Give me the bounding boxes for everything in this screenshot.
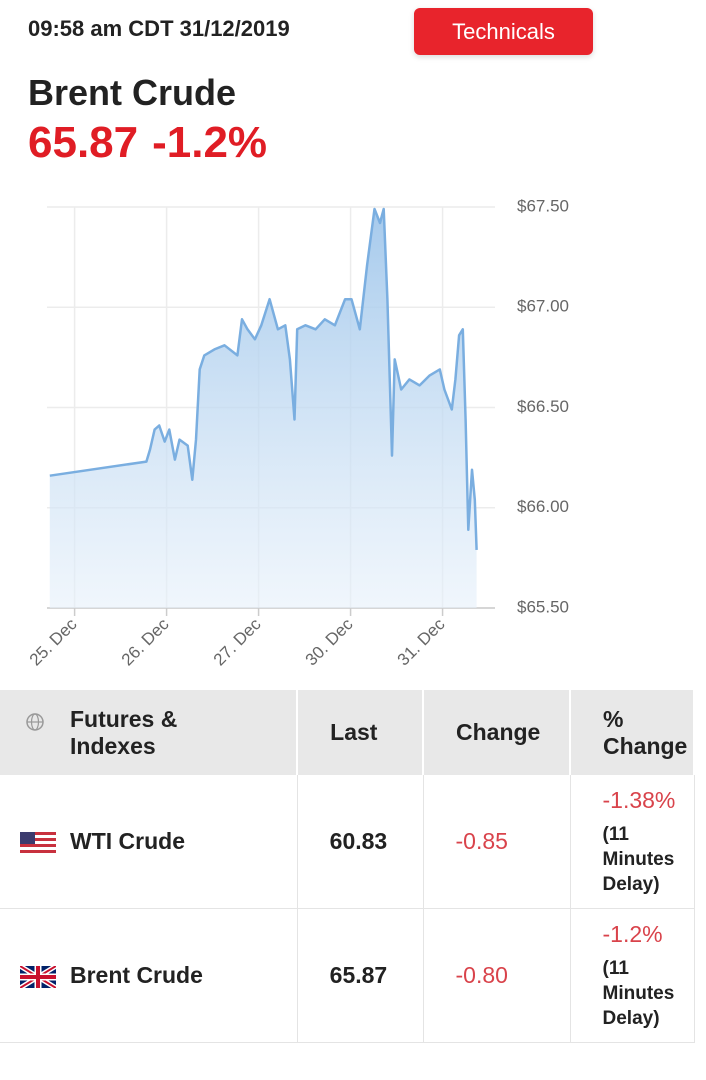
header-text: % Change — [603, 705, 688, 759]
pct-cell: -1.38% (11 Minutes Delay) — [570, 775, 695, 909]
x-tick-label: 26. Dec — [118, 614, 173, 669]
us-flag — [20, 831, 56, 854]
table-row: WTI Crude 60.83 -0.85 -1.38% (11 Minutes … — [0, 775, 695, 909]
change-cell: -0.80 — [423, 908, 571, 1043]
change-cell: -0.85 — [423, 775, 571, 909]
x-tick-label: 30. Dec — [302, 614, 357, 669]
price: 65.87 — [28, 118, 139, 167]
table-row: Brent Crude 65.87 -0.80 -1.2% (11 Minutes… — [0, 908, 695, 1043]
futures-table: Futures & Indexes Last Change % Change W… — [0, 690, 695, 1043]
delay-note: (11 Minutes Delay) — [602, 823, 675, 895]
x-tick-label: 25. Dec — [26, 614, 81, 669]
pct-change: -1.2% — [602, 920, 663, 947]
uk-flag — [20, 965, 56, 988]
pct-change: -1.38% — [602, 786, 676, 813]
globe-icon — [26, 713, 44, 731]
last-cell: 60.83 — [297, 775, 424, 909]
y-tick-label: $66.50 — [517, 397, 569, 416]
timestamp: 09:58 am CDT 31/12/2019 — [28, 16, 290, 41]
header-cell: Futures & Indexes — [0, 690, 299, 775]
table-header: Futures & Indexes Last Change % Change — [0, 690, 695, 775]
y-tick-label: $65.50 — [517, 597, 569, 616]
quote: 65.87 -1.2% — [28, 118, 281, 168]
header-cell: Change — [423, 690, 571, 775]
y-tick-label: $66.00 — [517, 497, 569, 516]
y-tick-label: $67.00 — [517, 297, 569, 316]
last-cell: 65.87 — [297, 908, 424, 1043]
x-tick-label: 27. Dec — [210, 614, 265, 669]
name-cell: Brent Crude — [0, 908, 298, 1043]
header-text: Futures & Indexes — [70, 705, 178, 759]
line — [49, 207, 478, 550]
instrument: WTI Crude — [70, 828, 185, 854]
delay-note: (11 Minutes Delay) — [602, 957, 675, 1029]
x-tick-label: 31. Dec — [394, 614, 449, 669]
instrument: Brent Crude — [70, 962, 203, 988]
header-cell: Last — [297, 690, 424, 775]
area — [49, 209, 477, 608]
y-tick-label: $67.50 — [517, 196, 569, 215]
chart: $65.50 $66.00 $66.50 $67.00 $67.50 25. Dec 26.… — [26, 196, 569, 669]
instrument-name: Brent Crude — [28, 72, 237, 113]
name-cell: WTI Crude — [0, 775, 298, 909]
header-cell: % Change — [570, 690, 695, 775]
pct-cell: -1.2% (11 Minutes Delay) — [570, 908, 695, 1043]
technicals-button[interactable]: Technicals — [414, 8, 593, 55]
change: -1.2% — [152, 118, 268, 167]
